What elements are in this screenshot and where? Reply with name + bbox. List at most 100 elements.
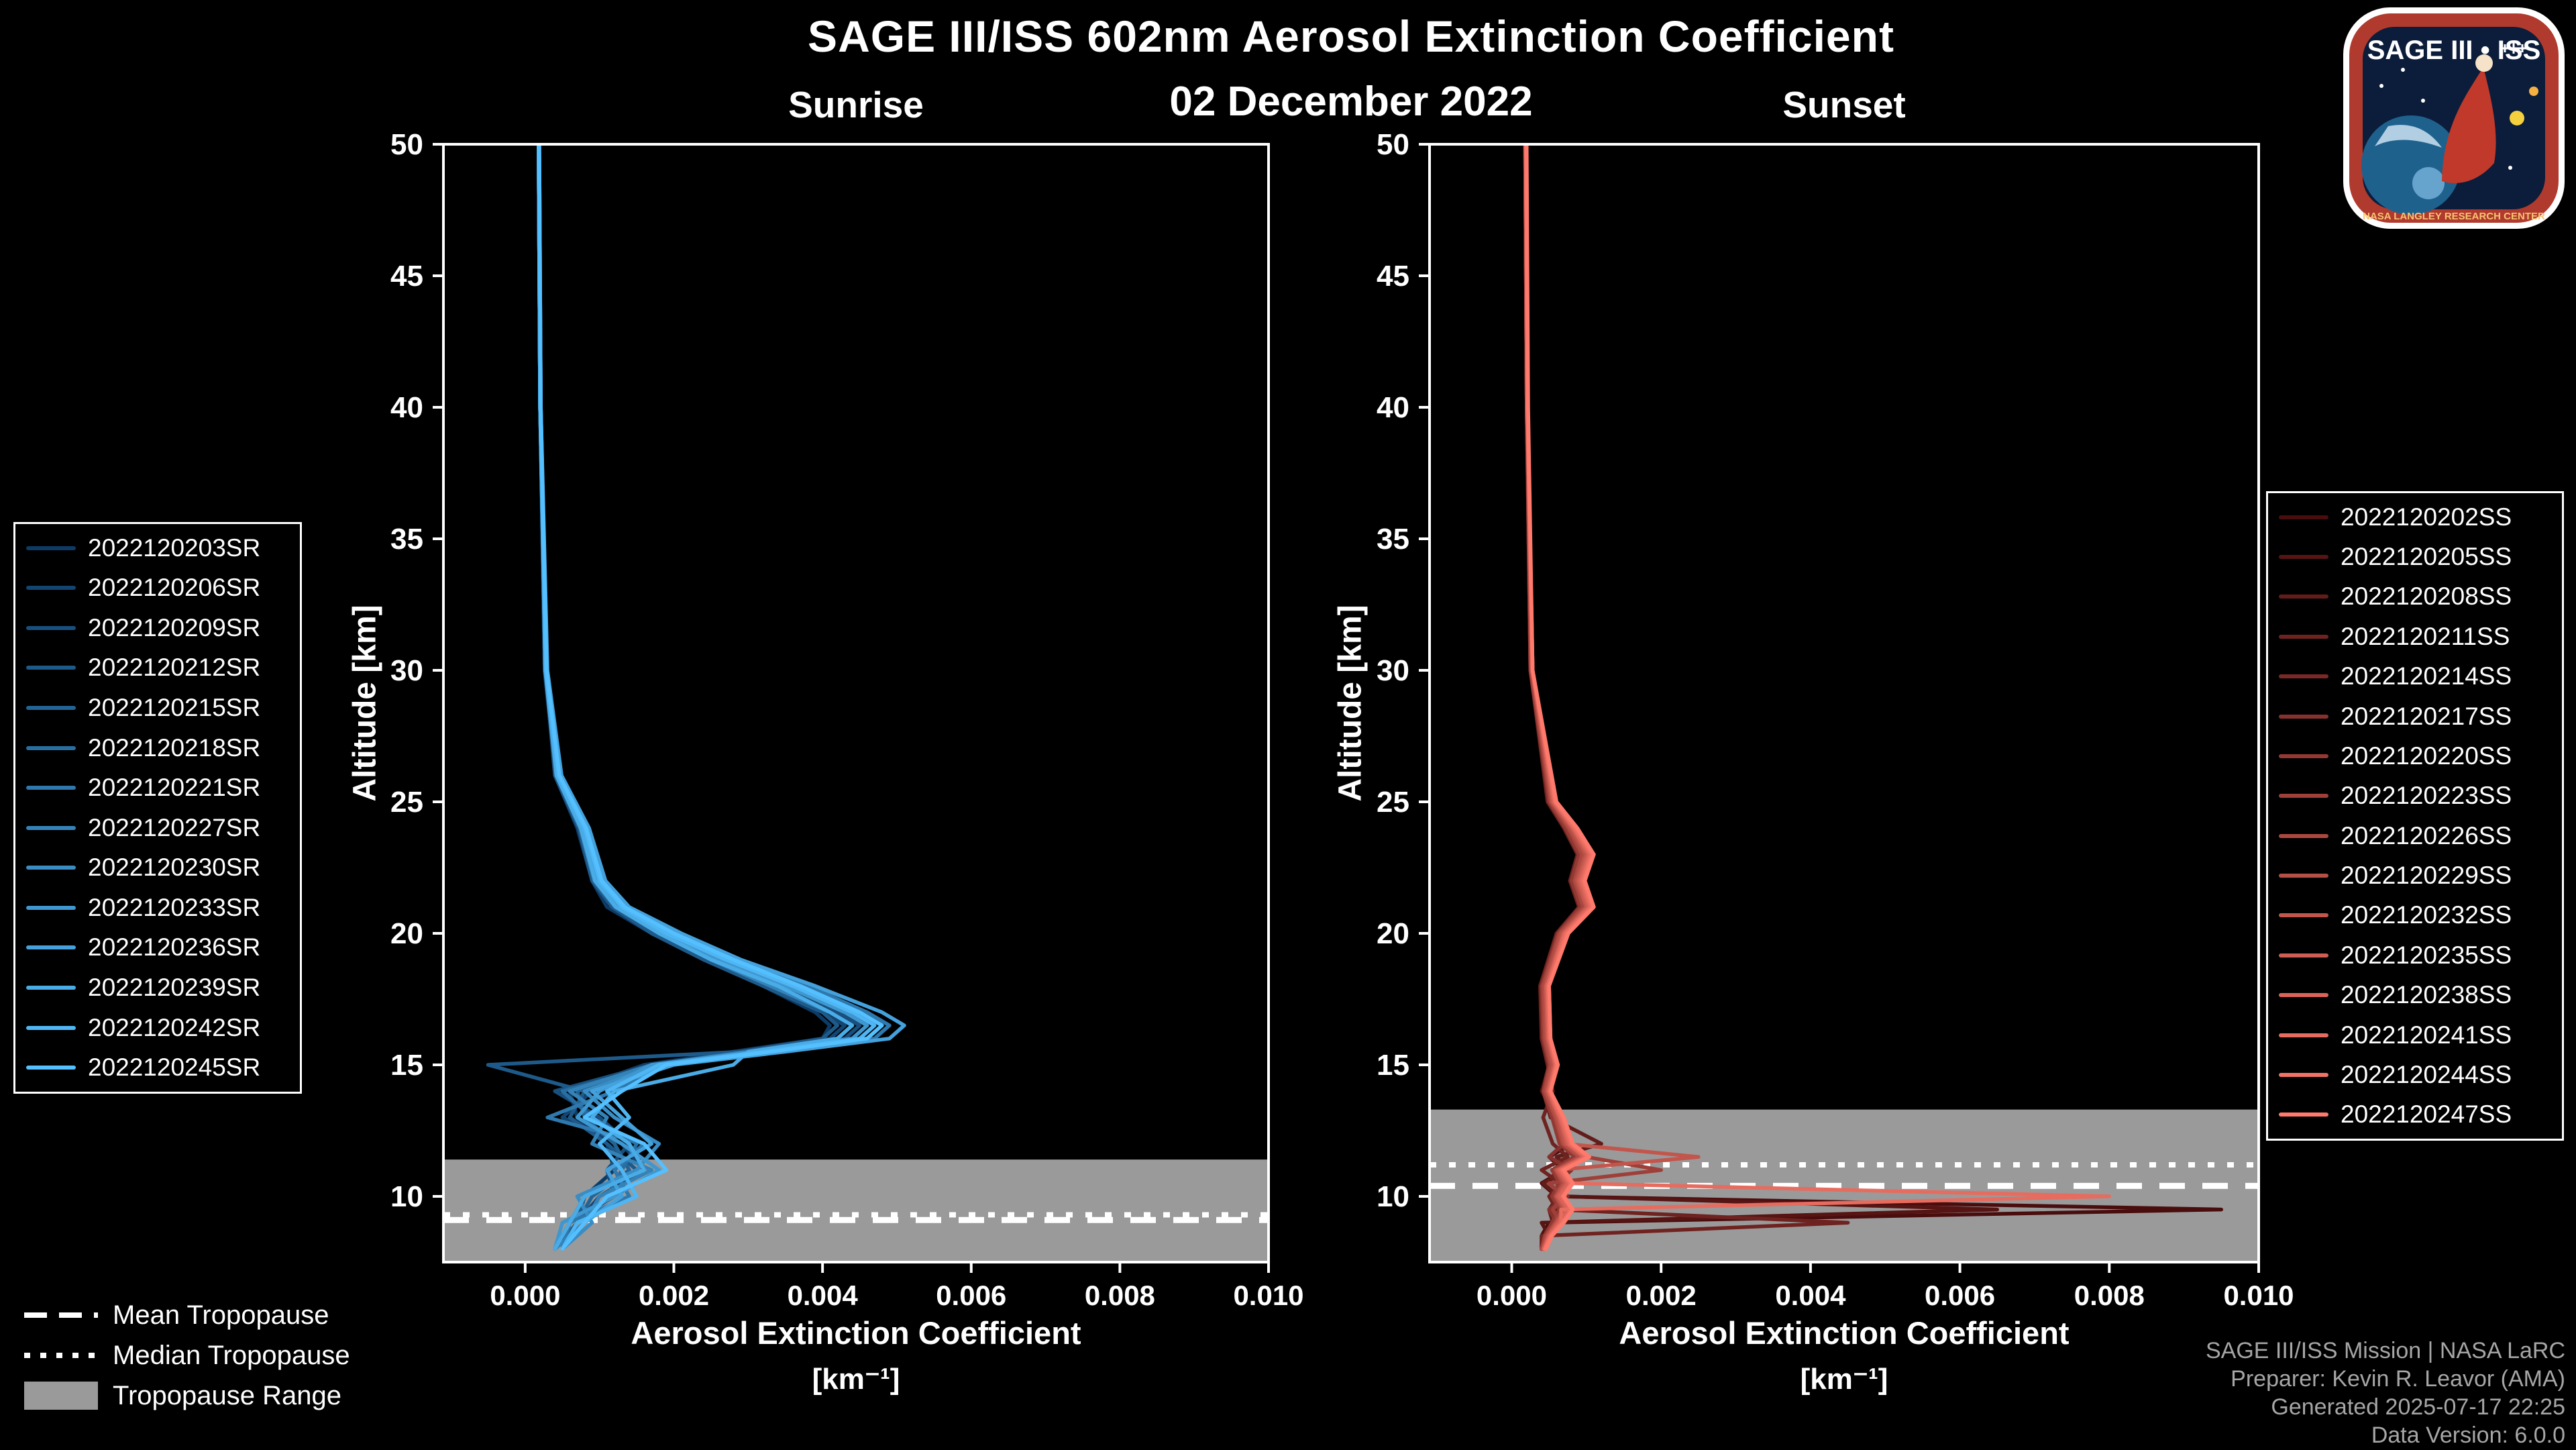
legend-line-swatch — [26, 786, 76, 790]
x-tick-label: 0.004 — [1775, 1280, 1846, 1311]
profile-line-2022120205SS — [1523, 144, 2000, 1251]
legend-line-swatch — [26, 706, 76, 711]
y-tick-label: 20 — [1377, 917, 1409, 950]
legend-label: 2022120203SR — [88, 533, 261, 562]
footer-line: Generated 2025-07-17 22:25 — [2271, 1394, 2565, 1420]
legend-label: 2022120229SS — [2341, 862, 2512, 890]
legend-label: 2022120238SS — [2341, 981, 2512, 1009]
y-tick-label: 50 — [1377, 128, 1409, 161]
y-tick-label: 20 — [390, 917, 423, 950]
legend-label: 2022120247SS — [2341, 1100, 2512, 1129]
legend-item: 2022120214SS — [2279, 662, 2551, 690]
axes-frame — [442, 143, 1270, 1263]
legend-item: 2022120244SS — [2279, 1061, 2551, 1089]
sunrise-chart-svg: 0.000 0.002 0.004 0.006 0.008 0.010 10 15 20 25 30… — [390, 128, 1304, 1311]
x-tick-label: 0.010 — [2223, 1280, 2294, 1311]
logo-figure-head — [2475, 54, 2493, 72]
y-tick-label: 35 — [390, 523, 423, 556]
legend-line-swatch — [26, 745, 76, 750]
x-axis-label-text: Aerosol Extinction Coefficient — [631, 1315, 1081, 1351]
x-tick-label: 0.004 — [788, 1280, 859, 1311]
logo-star — [2421, 99, 2425, 103]
logo-earth-clouds — [2375, 125, 2442, 148]
legend-line-swatch — [2279, 1112, 2328, 1117]
legend-line-swatch — [2279, 993, 2328, 998]
legend-label: 2022120245SR — [88, 1053, 261, 1082]
sunset-panel-title: Sunset — [1782, 84, 1906, 125]
sunset-legend: 2022120202SS 2022120205SS 2022120208SS 2022… — [2266, 491, 2564, 1141]
legend-item: 2022120206SR — [26, 574, 289, 602]
legend-item: 2022120236SR — [26, 933, 289, 962]
legend-item: 2022120232SS — [2279, 901, 2551, 929]
right-y-axis-label: Altitude [km] — [1332, 605, 1368, 802]
legend-label: 2022120220SS — [2341, 741, 2512, 770]
legend-item: 2022120208SS — [2279, 582, 2551, 611]
legend-label: 2022120239SR — [88, 973, 261, 1001]
legend-line-swatch — [26, 546, 76, 550]
legend-item: 2022120221SR — [26, 774, 289, 802]
y-tick-label: 15 — [1377, 1049, 1409, 1082]
legend-item: 2022120239SR — [26, 974, 289, 1002]
legend-label: 2022120236SR — [88, 933, 261, 962]
legend-line-swatch — [2279, 555, 2328, 560]
logo-figure — [2442, 67, 2496, 183]
legend-item: 2022120212SR — [26, 654, 289, 682]
profile-line-2022120239SR — [537, 144, 855, 1251]
tropopause-range-legend-item: Tropopause Range — [24, 1376, 350, 1416]
legend-item: 2022120215SR — [26, 694, 289, 722]
x-tick-label: 0.000 — [1477, 1280, 1547, 1311]
footer-line: Preparer: Kevin R. Leavor (AMA) — [2231, 1366, 2565, 1392]
legend-item: 2022120242SR — [26, 1014, 289, 1042]
sunset-plot-area: 0.000 0.002 0.004 0.006 0.008 0.010 10 15 20 25 30… — [1377, 128, 2294, 1311]
legend-item: 2022120203SR — [26, 534, 289, 562]
y-tick-label: 10 — [390, 1180, 423, 1213]
legend-label: 2022120214SS — [2341, 662, 2512, 690]
y-tick-label: 30 — [1377, 654, 1409, 687]
logo-star — [2401, 68, 2405, 72]
legend-item: 2022120218SR — [26, 734, 289, 762]
band-swatch — [24, 1382, 98, 1410]
right-x-axis-label: Aerosol Extinction Coefficient [km⁻¹] — [1430, 1310, 2259, 1402]
y-tick-label: 45 — [390, 260, 423, 293]
median-tropopause-legend-item: Median Tropopause — [24, 1335, 350, 1376]
footer-credits: SAGE III/ISS Mission | NASA LaRC Prepare… — [2206, 1337, 2565, 1450]
legend-line-swatch — [2279, 833, 2328, 838]
profile-line-2022120236SR — [537, 144, 906, 1251]
legend-label: 2022120242SR — [88, 1013, 261, 1041]
legend-line-swatch — [2279, 874, 2328, 878]
legend-item: 2022120220SS — [2279, 742, 2551, 770]
logo-planet — [2529, 87, 2538, 96]
legend-line-swatch — [2279, 674, 2328, 679]
legend-label: Mean Tropopause — [113, 1300, 329, 1330]
legend-label: 2022120232SS — [2341, 901, 2512, 929]
logo-earth-ocean — [2412, 167, 2445, 199]
legend-label: 2022120215SR — [88, 694, 261, 722]
sunrise-plot-area: 0.000 0.002 0.004 0.006 0.008 0.010 10 15 20 25 30… — [390, 128, 1304, 1311]
legend-label: 2022120230SR — [88, 853, 261, 882]
profile-line-2022120202SS — [1523, 144, 2224, 1251]
mean-tropopause-legend-item: Mean Tropopause — [24, 1295, 350, 1335]
legend-item: 2022120202SS — [2279, 503, 2551, 531]
legend-label: 2022120227SR — [88, 813, 261, 841]
legend-line-swatch — [26, 905, 76, 910]
axes-frame — [1428, 143, 2260, 1263]
legend-line-swatch — [26, 666, 76, 670]
legend-line-swatch — [2279, 515, 2328, 519]
legend-label: 2022120226SS — [2341, 821, 2512, 849]
sunset-chart-svg: 0.000 0.002 0.004 0.006 0.008 0.010 10 15 20 25 30… — [1377, 128, 2294, 1311]
legend-label: 2022120208SS — [2341, 582, 2512, 611]
legend-label: 2022120205SS — [2341, 543, 2512, 571]
legend-line-swatch — [26, 985, 76, 990]
legend-line-swatch — [2279, 754, 2328, 758]
tropopause-legend: Mean Tropopause Median Tropopause Tropop… — [24, 1295, 350, 1416]
legend-item: 2022120227SR — [26, 814, 289, 842]
legend-label: Tropopause Range — [113, 1380, 341, 1410]
figure-title: SAGE III/ISS 602nm Aerosol Extinction Co… — [808, 11, 1894, 61]
legend-label: 2022120206SR — [88, 574, 261, 602]
x-axis-units: [km⁻¹] — [812, 1362, 900, 1396]
x-tick-label: 0.008 — [2074, 1280, 2145, 1311]
profile-line-2022120245SR — [537, 144, 884, 1251]
legend-line-swatch — [2279, 794, 2328, 798]
legend-label: 2022120202SS — [2341, 503, 2512, 531]
x-tick-label: 0.006 — [1925, 1280, 1995, 1311]
